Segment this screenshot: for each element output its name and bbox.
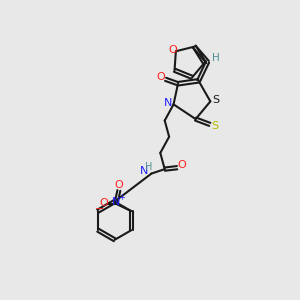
Text: O: O bbox=[115, 180, 123, 190]
Text: H: H bbox=[145, 162, 152, 172]
Text: O: O bbox=[168, 45, 177, 55]
Text: S: S bbox=[213, 95, 220, 105]
Text: +: + bbox=[118, 193, 125, 202]
Text: N: N bbox=[164, 98, 172, 108]
Text: N: N bbox=[140, 166, 148, 176]
Text: O: O bbox=[99, 198, 108, 208]
Text: S: S bbox=[212, 121, 219, 131]
Text: −: − bbox=[95, 204, 104, 214]
Text: O: O bbox=[156, 72, 165, 82]
Text: H: H bbox=[212, 53, 220, 63]
Text: O: O bbox=[178, 160, 187, 170]
Text: N: N bbox=[112, 197, 120, 207]
